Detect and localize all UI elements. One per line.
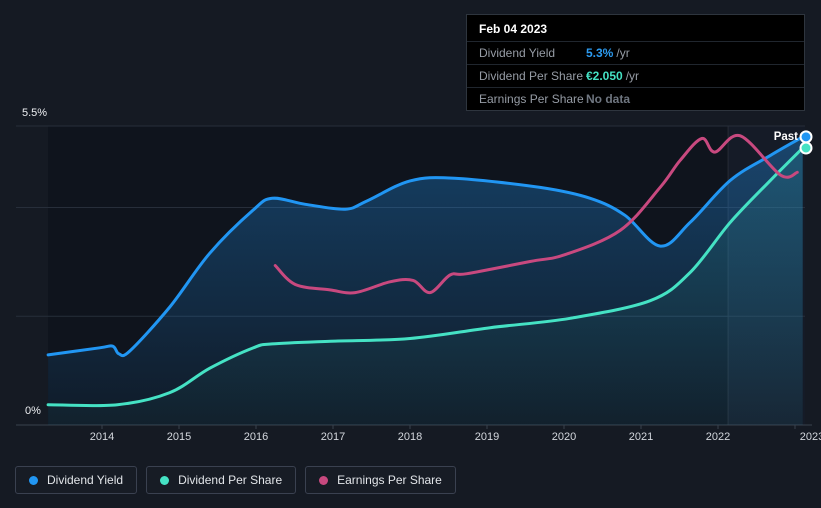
tooltip-label: Dividend Per Share: [479, 69, 584, 83]
dividend-per-share-dot-icon: [160, 475, 170, 485]
x-axis-year-label: 2015: [166, 431, 192, 443]
x-axis-year-label: 2016: [243, 431, 269, 443]
y-axis-max-label: 5.5%: [22, 107, 48, 119]
earnings-per-share-dot-icon: [319, 475, 329, 485]
tooltip-row-dividend-yield: Dividend Yield 5.3% /yr: [467, 41, 804, 64]
tooltip-label: Dividend Yield: [479, 46, 556, 60]
y-axis-min-label: 0%: [25, 405, 41, 417]
tooltip-value: 5.3%: [586, 46, 614, 60]
legend-label: Earnings Per Share: [337, 473, 442, 487]
tooltip-date: Feb 04 2023: [479, 22, 548, 36]
x-axis-year-label: 2014: [89, 431, 115, 443]
dividend-yield-dot-icon: [29, 475, 38, 485]
legend-label: Dividend Per Share: [178, 473, 283, 487]
past-divider-label: Past: [773, 131, 798, 143]
x-axis-year-label: 2023: [799, 431, 821, 443]
x-axis-year-label: 2021: [628, 431, 654, 443]
chart-tooltip: Feb 04 2023 Dividend Yield 5.3% /yr Divi…: [466, 14, 805, 111]
tooltip-value-suffix: /yr: [616, 46, 630, 60]
x-axis-year-label: 2018: [397, 431, 423, 443]
dividend-chart-canvas[interactable]: [0, 0, 821, 460]
tooltip-label: Earnings Per Share: [479, 92, 584, 106]
x-axis-year-label: 2017: [320, 431, 346, 443]
tooltip-value-suffix: /yr: [625, 69, 640, 83]
x-axis-year-label: 2020: [551, 431, 577, 443]
legend-item-dividend-yield[interactable]: Dividend Yield: [15, 466, 138, 494]
x-axis-year-label: 2019: [474, 431, 500, 443]
legend-label: Dividend Yield: [47, 473, 124, 487]
x-axis-year-label: 2022: [705, 431, 731, 443]
tooltip-row-earnings-per-share: Earnings Per Share No data: [467, 87, 804, 110]
chart-legend: Dividend Yield Dividend Per Share Earnin…: [15, 466, 456, 494]
legend-item-earnings-per-share[interactable]: Earnings Per Share: [305, 466, 456, 494]
legend-item-dividend-per-share[interactable]: Dividend Per Share: [146, 466, 297, 494]
tooltip-row-dividend-per-share: Dividend Per Share €2.050 /yr: [467, 64, 804, 87]
tooltip-value: €2.050: [586, 69, 623, 83]
tooltip-value: No data: [586, 92, 631, 106]
